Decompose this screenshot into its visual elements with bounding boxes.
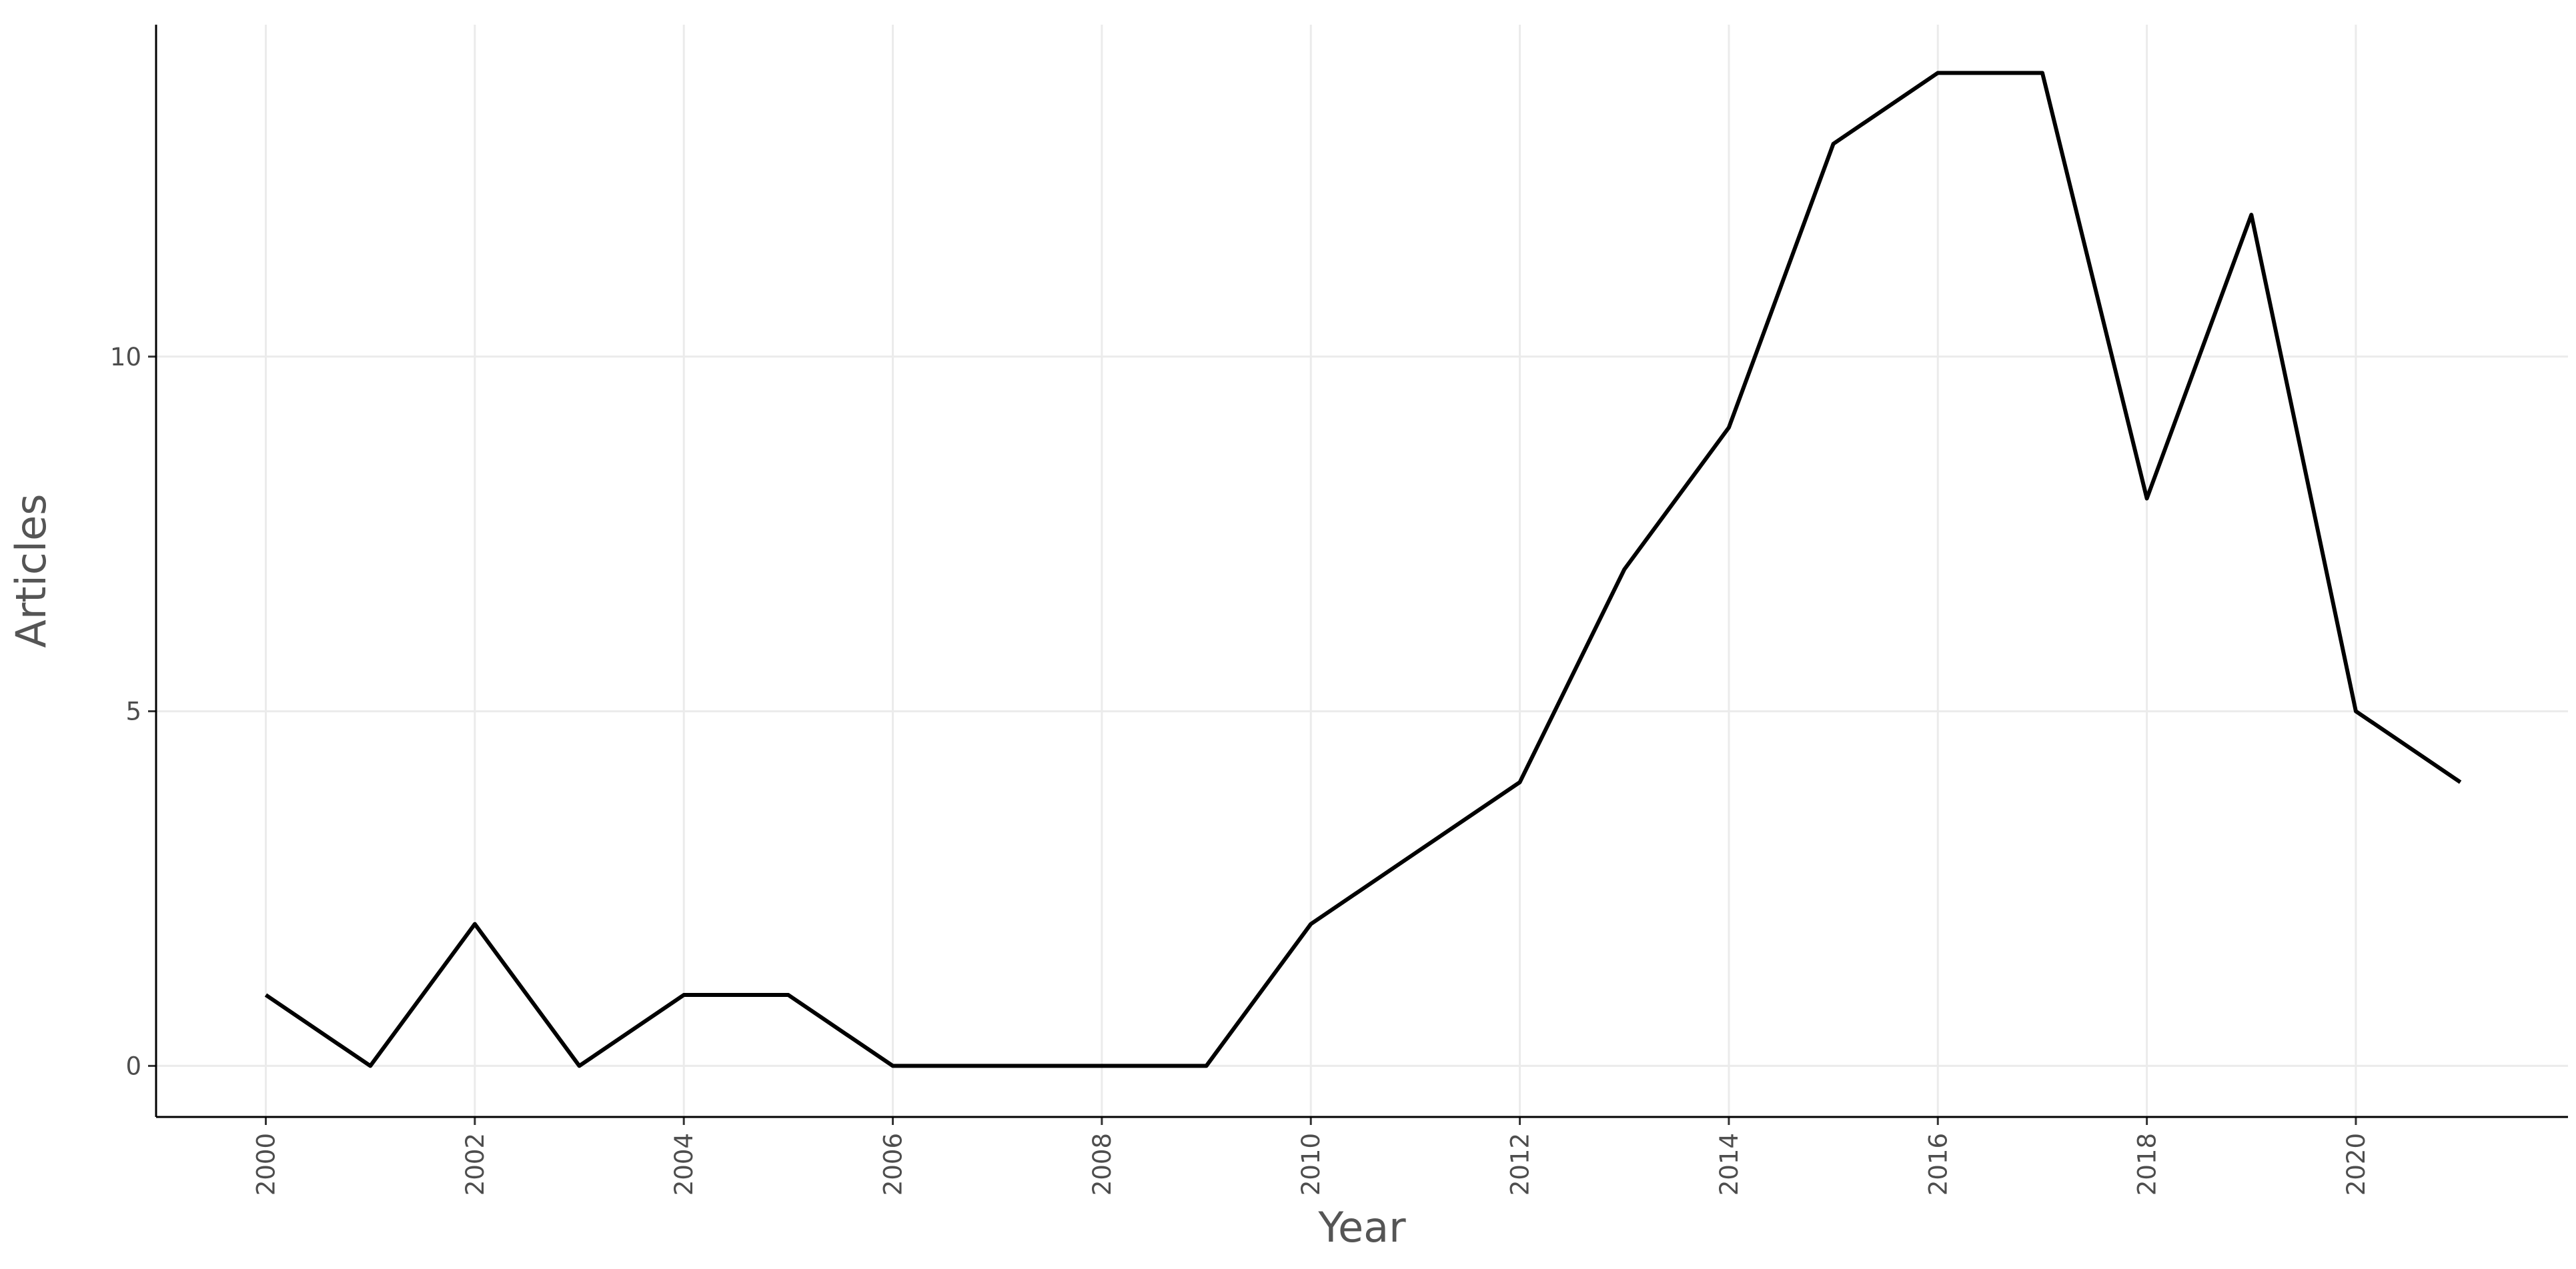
x-tick-label: 2006 bbox=[879, 1133, 908, 1196]
x-tick-label: 2004 bbox=[670, 1133, 698, 1196]
x-tick-label: 2000 bbox=[252, 1133, 281, 1196]
x-tick-label: 2012 bbox=[1506, 1133, 1535, 1196]
x-tick-label: 2020 bbox=[2342, 1133, 2371, 1196]
y-axis-title: Articles bbox=[7, 493, 55, 648]
x-axis-title: Year bbox=[1317, 1203, 1406, 1252]
x-tick-label: 2016 bbox=[1924, 1133, 1952, 1196]
x-tick-label: 2008 bbox=[1088, 1133, 1117, 1196]
y-tick-label: 10 bbox=[110, 343, 141, 371]
x-tick-label: 2014 bbox=[1715, 1133, 1744, 1196]
x-tick-label: 2018 bbox=[2133, 1133, 2162, 1196]
x-tick-label: 2010 bbox=[1297, 1133, 1325, 1196]
y-tick-label: 5 bbox=[125, 698, 141, 726]
y-tick-label: 0 bbox=[125, 1052, 141, 1080]
data-line bbox=[264, 71, 2462, 1068]
x-tick-label: 2002 bbox=[461, 1133, 490, 1196]
